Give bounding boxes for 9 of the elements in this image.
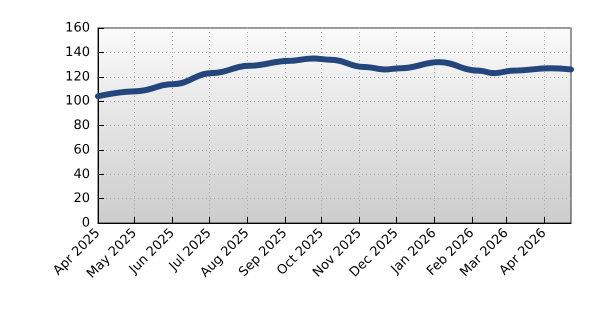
y-tick-label: 20 xyxy=(73,191,90,206)
y-tick-label: 120 xyxy=(65,69,90,84)
y-tick-label: 60 xyxy=(73,142,90,158)
y-tick-label: 40 xyxy=(73,166,90,182)
y-tick-label: 80 xyxy=(73,118,90,133)
y-tick-label: 0 xyxy=(82,216,90,230)
y-tick-label: 140 xyxy=(65,44,90,60)
y-tick-label: 100 xyxy=(65,94,90,109)
y-tick-label: 160 xyxy=(65,20,90,36)
